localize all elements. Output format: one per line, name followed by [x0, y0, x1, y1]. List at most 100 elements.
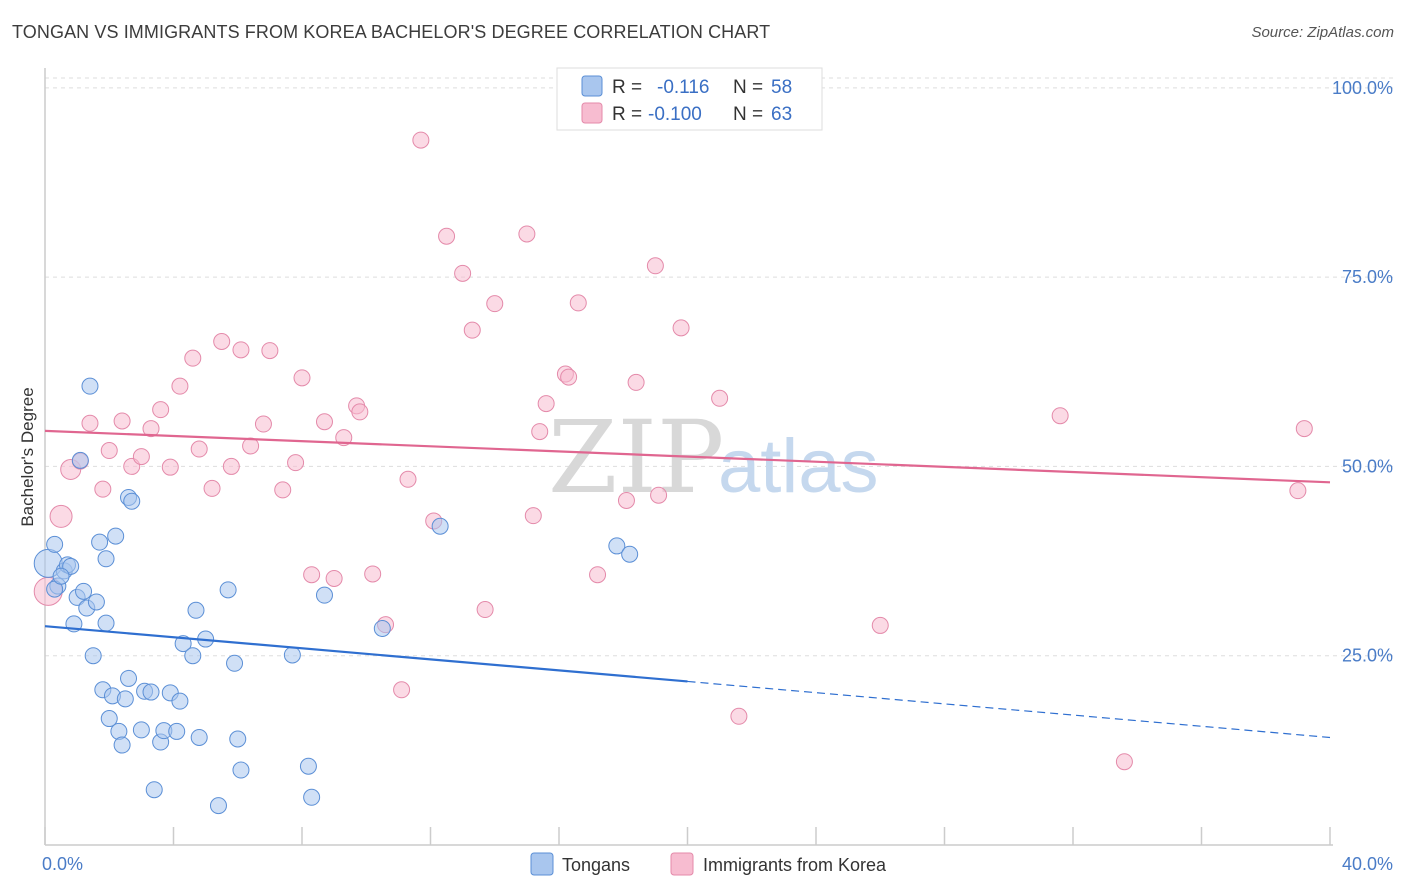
- series-legend: Tongans Immigrants from Korea: [530, 852, 887, 876]
- tongan-point: [283, 646, 301, 664]
- tongan-point: [145, 781, 163, 799]
- tongan-point: [113, 736, 131, 754]
- tongan-point: [219, 581, 237, 599]
- source-note: Source: ZipAtlas.com: [1251, 24, 1394, 41]
- tongan-point: [315, 586, 333, 604]
- legend-n-value-korea: 63: [771, 104, 792, 125]
- korea-point: [303, 566, 321, 584]
- trend-lines: [44, 429, 1331, 739]
- korea-point: [142, 420, 160, 438]
- korea-point: [399, 470, 417, 488]
- tongan-point: [226, 654, 244, 672]
- korea-point: [364, 565, 382, 583]
- korea-point: [412, 131, 430, 149]
- bottom-legend-label-tongans: Tongans: [562, 855, 630, 875]
- tongan-point: [209, 797, 227, 815]
- korea-point: [617, 492, 635, 509]
- bottom-legend-label-korea: Immigrants from Korea: [703, 855, 887, 875]
- korea-point: [152, 401, 170, 419]
- y-tick-labels: 25.0% 50.0% 75.0% 100.0%: [1332, 78, 1393, 666]
- y-tick-label: 25.0%: [1342, 646, 1393, 666]
- tongans-trend-line: [44, 625, 688, 683]
- korea-point: [871, 616, 889, 634]
- tongan-point: [97, 614, 115, 632]
- legend-swatch-korea: [581, 102, 603, 124]
- tongan-point: [100, 710, 118, 728]
- korea-point: [100, 442, 118, 460]
- korea-point: [171, 377, 189, 395]
- watermark-atlas: atlas: [718, 424, 879, 509]
- tongan-point: [621, 545, 639, 563]
- korea-point: [560, 368, 578, 386]
- gridlines: [45, 77, 1393, 657]
- tongan-point: [87, 593, 105, 611]
- tongan-point: [608, 537, 626, 555]
- tongan-point: [373, 619, 391, 637]
- tongan-point: [91, 533, 109, 551]
- tongan-point: [97, 550, 115, 568]
- korea-point: [287, 454, 305, 472]
- tongan-point: [187, 601, 205, 619]
- korea-point: [650, 486, 668, 504]
- korea-point: [190, 440, 208, 458]
- tongan-point: [171, 692, 189, 710]
- korea-point: [184, 349, 202, 367]
- legend-n-label-tongans: N =: [733, 77, 763, 98]
- tongan-point: [123, 492, 141, 510]
- legend-n-value-tongans: 58: [771, 77, 792, 98]
- korea-point: [293, 369, 311, 387]
- korea-point: [393, 681, 411, 699]
- korea-point: [589, 566, 607, 584]
- korea-point: [476, 601, 494, 619]
- korea-point: [232, 341, 250, 359]
- korea-point: [274, 481, 292, 499]
- chart-title: TONGAN VS IMMIGRANTS FROM KOREA BACHELOR…: [12, 22, 771, 42]
- x-tick-label-max: 40.0%: [1342, 854, 1393, 874]
- tongan-point: [174, 635, 192, 653]
- korea-point: [49, 504, 73, 528]
- tongan-point: [52, 567, 70, 585]
- tongan-point: [190, 728, 208, 746]
- stats-legend: R = -0.116 N = 58 R = -0.100 N = 63: [556, 67, 823, 131]
- y-tick-label: 75.0%: [1342, 267, 1393, 287]
- korea-point: [213, 333, 231, 350]
- korea-trend-line: [44, 429, 1331, 484]
- korea-point: [730, 707, 748, 725]
- legend-r-label-tongans: R =: [612, 77, 642, 98]
- tongan-point: [132, 721, 150, 739]
- x-tick-label-min: 0.0%: [42, 854, 83, 874]
- korea-point: [94, 480, 112, 498]
- tongan-point: [120, 669, 138, 687]
- korea-point: [672, 319, 690, 337]
- legend-n-label-korea: N =: [733, 104, 763, 125]
- tongan-point: [81, 377, 99, 395]
- korea-point: [113, 412, 131, 430]
- korea-point: [203, 479, 221, 497]
- korea-point: [1051, 407, 1069, 425]
- korea-point: [537, 395, 555, 413]
- tongan-point: [184, 647, 202, 665]
- korea-point: [524, 507, 542, 525]
- korea-point: [531, 423, 549, 441]
- korea-point: [132, 448, 150, 466]
- korea-point: [315, 413, 333, 431]
- tongan-point: [431, 517, 449, 535]
- tongan-point: [84, 647, 102, 665]
- korea-point: [646, 257, 664, 275]
- korea-point: [1115, 753, 1133, 771]
- tongan-point: [299, 757, 317, 775]
- korea-point: [254, 415, 272, 433]
- korea-point: [1295, 420, 1313, 438]
- korea-point: [463, 321, 481, 339]
- legend-swatch-tongans: [581, 75, 603, 97]
- korea-point: [569, 294, 587, 312]
- tongan-point: [168, 722, 186, 740]
- korea-point: [1289, 482, 1307, 500]
- tongans-trend-extension: [687, 680, 1331, 739]
- tongan-point: [303, 788, 321, 806]
- tongan-point: [75, 582, 93, 600]
- korea-point: [222, 457, 240, 475]
- tongan-point: [46, 535, 64, 553]
- korea-point: [486, 295, 504, 313]
